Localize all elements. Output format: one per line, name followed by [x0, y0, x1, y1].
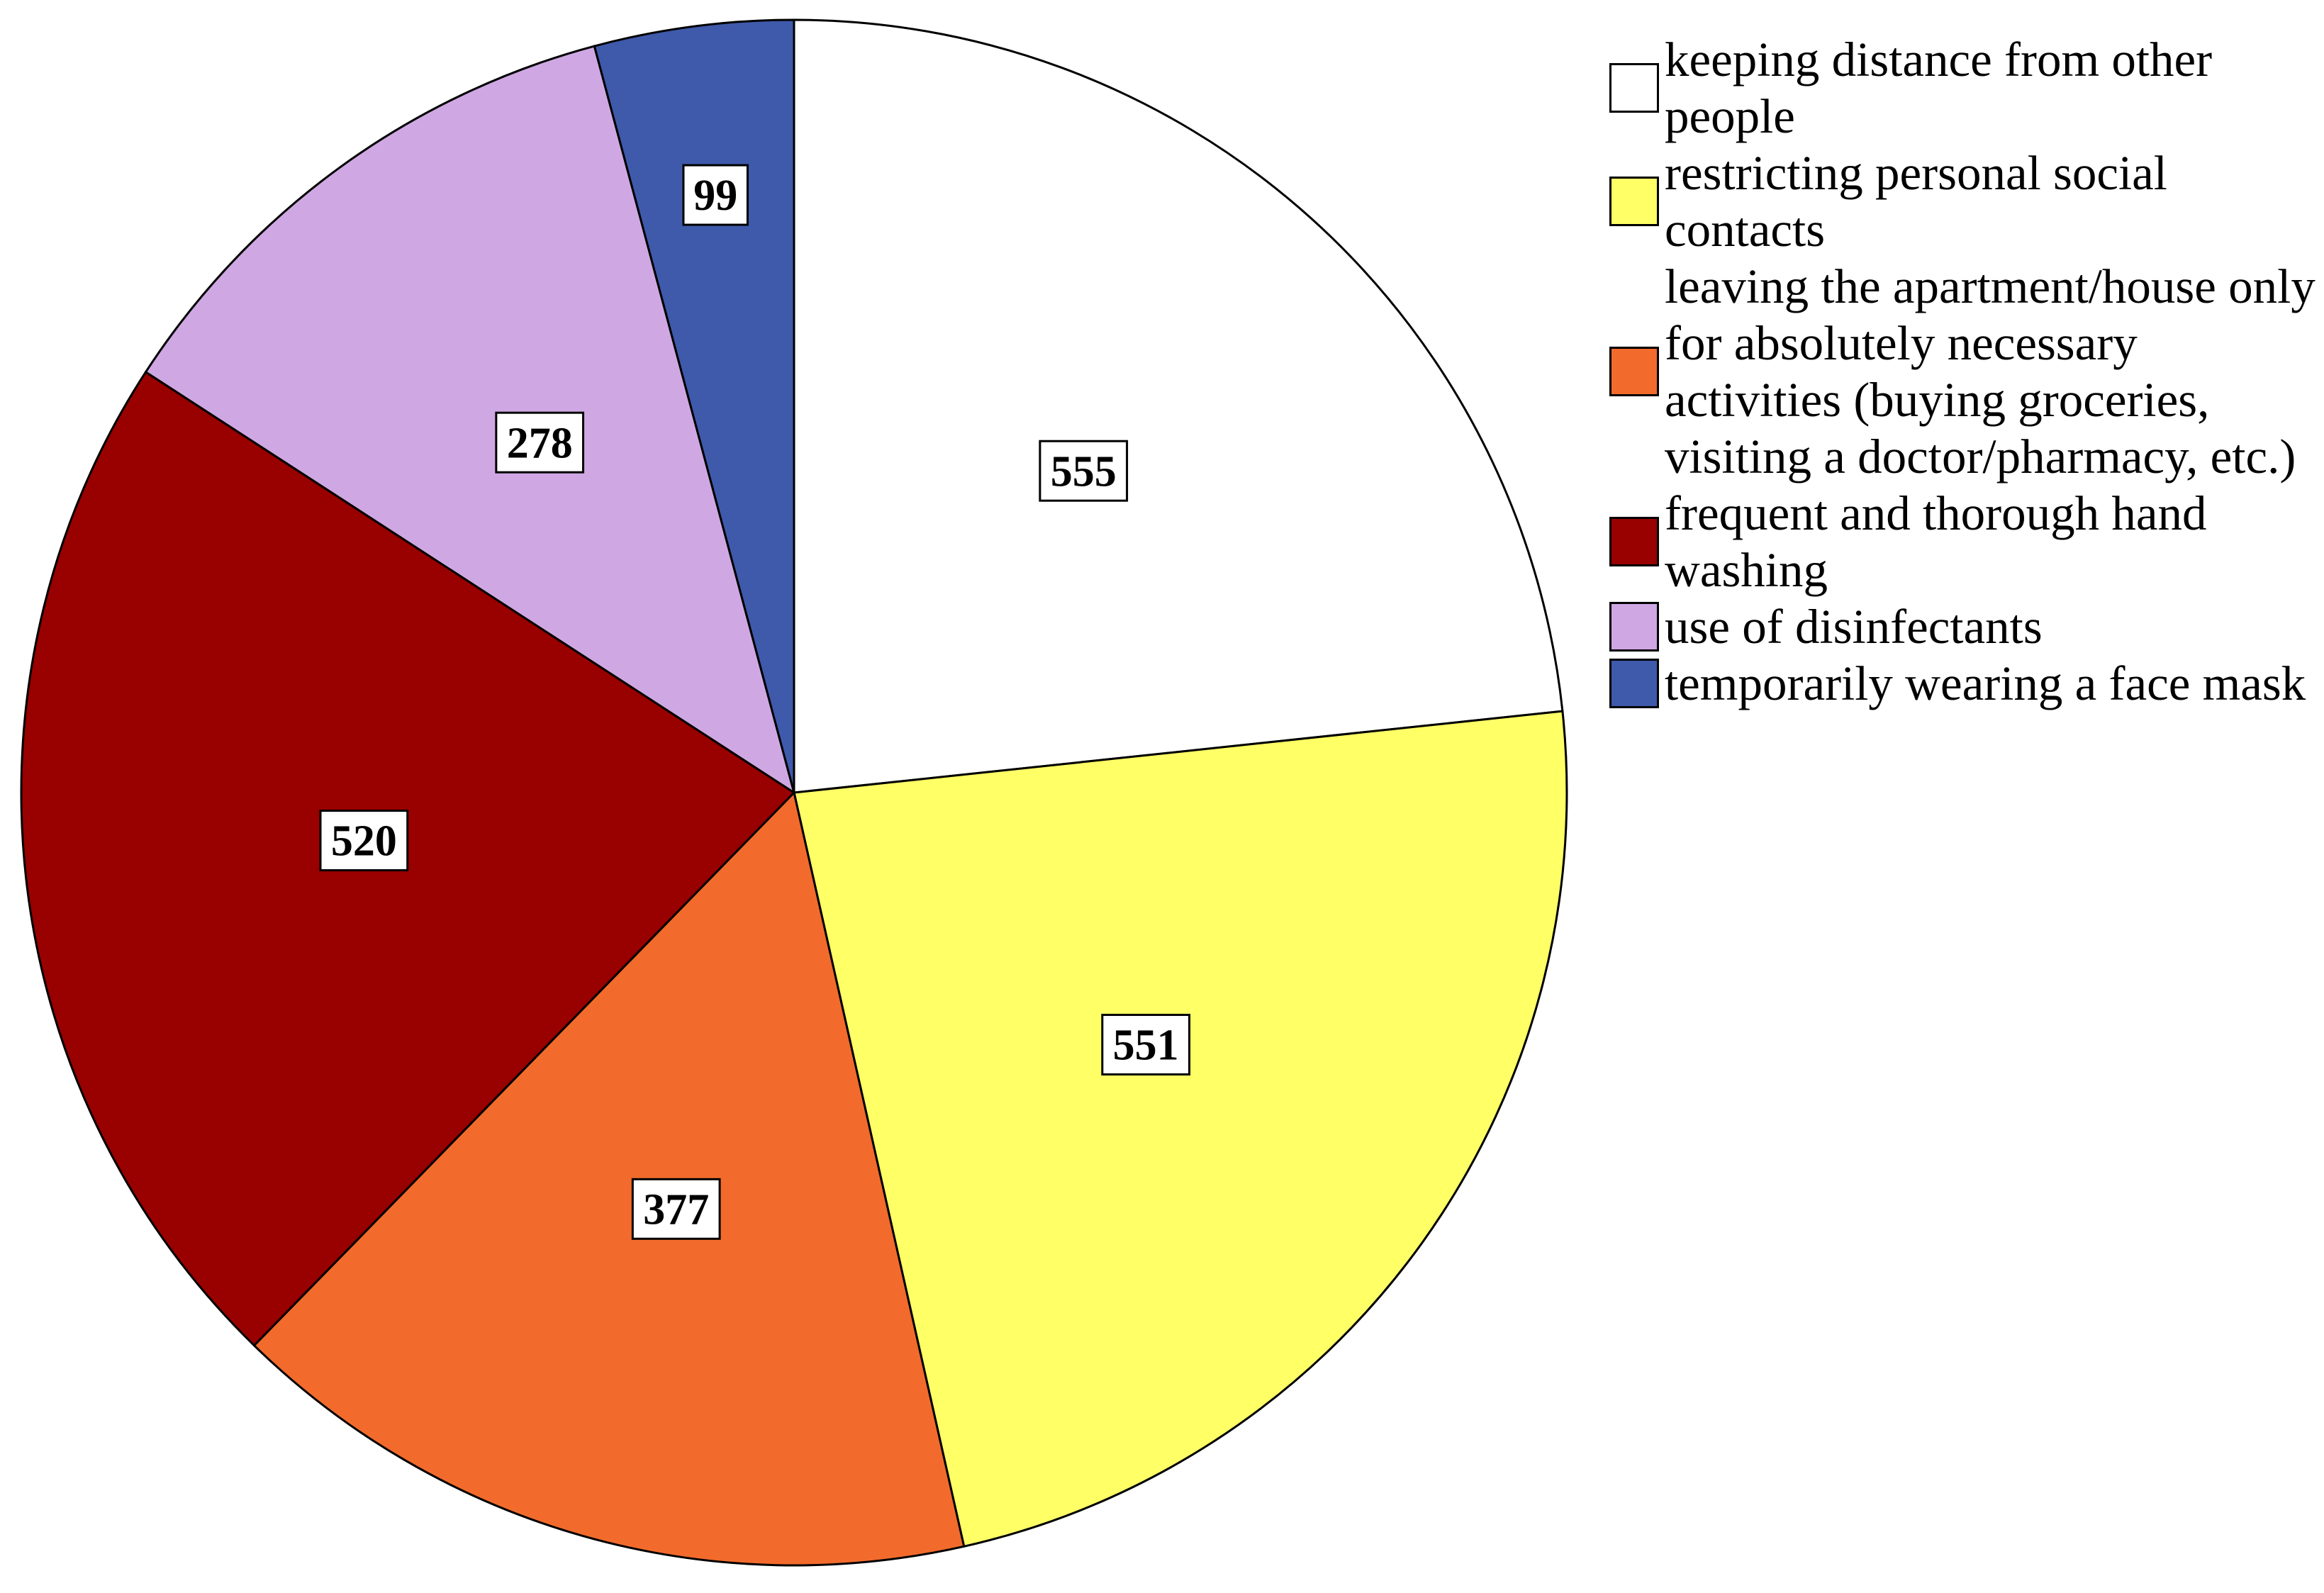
slice-value-1: 555 — [1051, 447, 1117, 496]
legend-item-5: use of disinfectants — [1609, 598, 2318, 655]
legend-label-5: use of disinfectants — [1665, 600, 2043, 654]
slice-label-box-2 — [1101, 1014, 1191, 1076]
legend-item-3: leaving the apartment/house only for abs… — [1609, 258, 2318, 485]
legend-swatch-6 — [1609, 659, 1659, 708]
legend-swatch-5 — [1609, 602, 1659, 652]
legend-label-2: restricting personal social contacts — [1665, 146, 2167, 257]
slice-label-box-6 — [682, 164, 749, 226]
pie-slice-3 — [252, 790, 966, 1567]
legend-item-6: temporarily wearing a face mask — [1609, 655, 2318, 712]
legend-item-4: frequent and thorough hand washing — [1609, 485, 2318, 598]
slice-value-4: 520 — [331, 817, 397, 866]
slice-label-4: 520 — [319, 810, 409, 872]
legend-label-4: frequent and thorough hand washing — [1665, 486, 2207, 597]
slice-label-3: 377 — [631, 1178, 721, 1240]
slice-value-5: 278 — [507, 419, 573, 467]
legend-swatch-2 — [1609, 177, 1659, 226]
legend-label-3: leaving the apartment/house only for abs… — [1665, 259, 2315, 484]
slice-label-1: 555 — [1039, 440, 1129, 502]
slice-label-2: 551 — [1101, 1014, 1191, 1076]
legend-item-2: restricting personal social contacts — [1609, 145, 2318, 258]
slice-label-5: 278 — [495, 411, 585, 474]
legend-label-1: keeping distance from other people — [1665, 33, 2213, 143]
pie-slice-1 — [793, 18, 1564, 794]
slice-label-box-3 — [631, 1178, 721, 1240]
slice-value-3: 377 — [643, 1185, 709, 1234]
pie-slice-2 — [793, 710, 1568, 1548]
legend-label-6: temporarily wearing a face mask — [1665, 656, 2306, 710]
legend-swatch-4 — [1609, 517, 1659, 566]
slice-label-box-5 — [495, 411, 585, 474]
slice-label-box-4 — [319, 810, 409, 872]
slice-label-6: 99 — [682, 164, 749, 226]
slice-label-box-1 — [1039, 440, 1129, 502]
chart-legend: keeping distance from other people restri… — [1609, 31, 2318, 712]
legend-swatch-3 — [1609, 347, 1659, 396]
slice-value-2: 551 — [1113, 1022, 1179, 1070]
legend-item-1: keeping distance from other people — [1609, 31, 2318, 145]
slice-value-6: 99 — [693, 172, 737, 220]
pie-slice-5 — [144, 45, 796, 795]
legend-swatch-1 — [1609, 63, 1659, 113]
